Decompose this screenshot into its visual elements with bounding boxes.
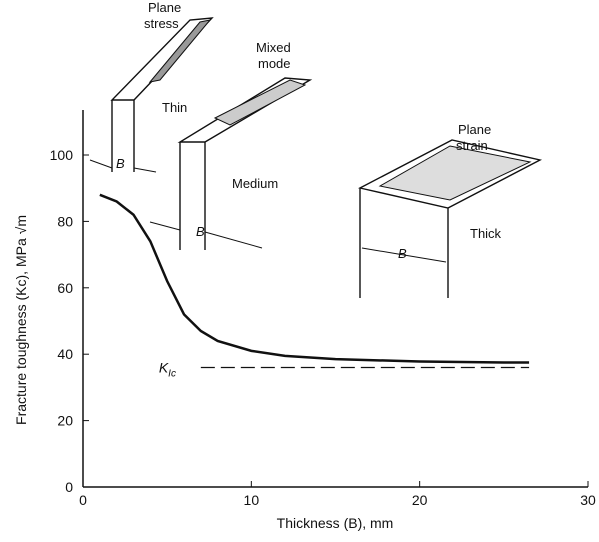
- curve: [100, 195, 529, 363]
- x-tick-label: 10: [244, 492, 260, 508]
- annotation: B: [398, 246, 407, 261]
- y-tick-label: 100: [50, 147, 74, 163]
- annotation: B: [196, 224, 205, 239]
- x-axis-label: Thickness (B), mm: [277, 515, 394, 531]
- y-tick-label: 20: [57, 413, 73, 429]
- y-tick-label: 80: [57, 213, 73, 229]
- annotation: Plane: [148, 0, 181, 15]
- y-tick-label: 40: [57, 346, 73, 362]
- annotation: Thick: [470, 226, 502, 241]
- y-tick-label: 60: [57, 280, 73, 296]
- y-tick-label: 0: [65, 479, 73, 495]
- y-axis-label: Fracture toughness (Kc), MPa √m: [13, 215, 29, 425]
- annotation: Medium: [232, 176, 278, 191]
- annotation: Thin: [162, 100, 187, 115]
- annotation: B: [116, 156, 125, 171]
- x-tick-label: 30: [580, 492, 596, 508]
- annotation: Mixed: [256, 40, 291, 55]
- annotation: stress: [144, 16, 179, 31]
- annotation: Plane: [458, 122, 491, 137]
- reference-label: KIc: [159, 359, 176, 379]
- x-tick-label: 0: [79, 492, 87, 508]
- x-tick-label: 20: [412, 492, 428, 508]
- reference-label-sub: Ic: [168, 368, 176, 379]
- chart: Plane stress Thin Mixed mode Medium Plan…: [0, 0, 599, 537]
- annotation: mode: [258, 56, 291, 71]
- annotation: strain: [456, 138, 488, 153]
